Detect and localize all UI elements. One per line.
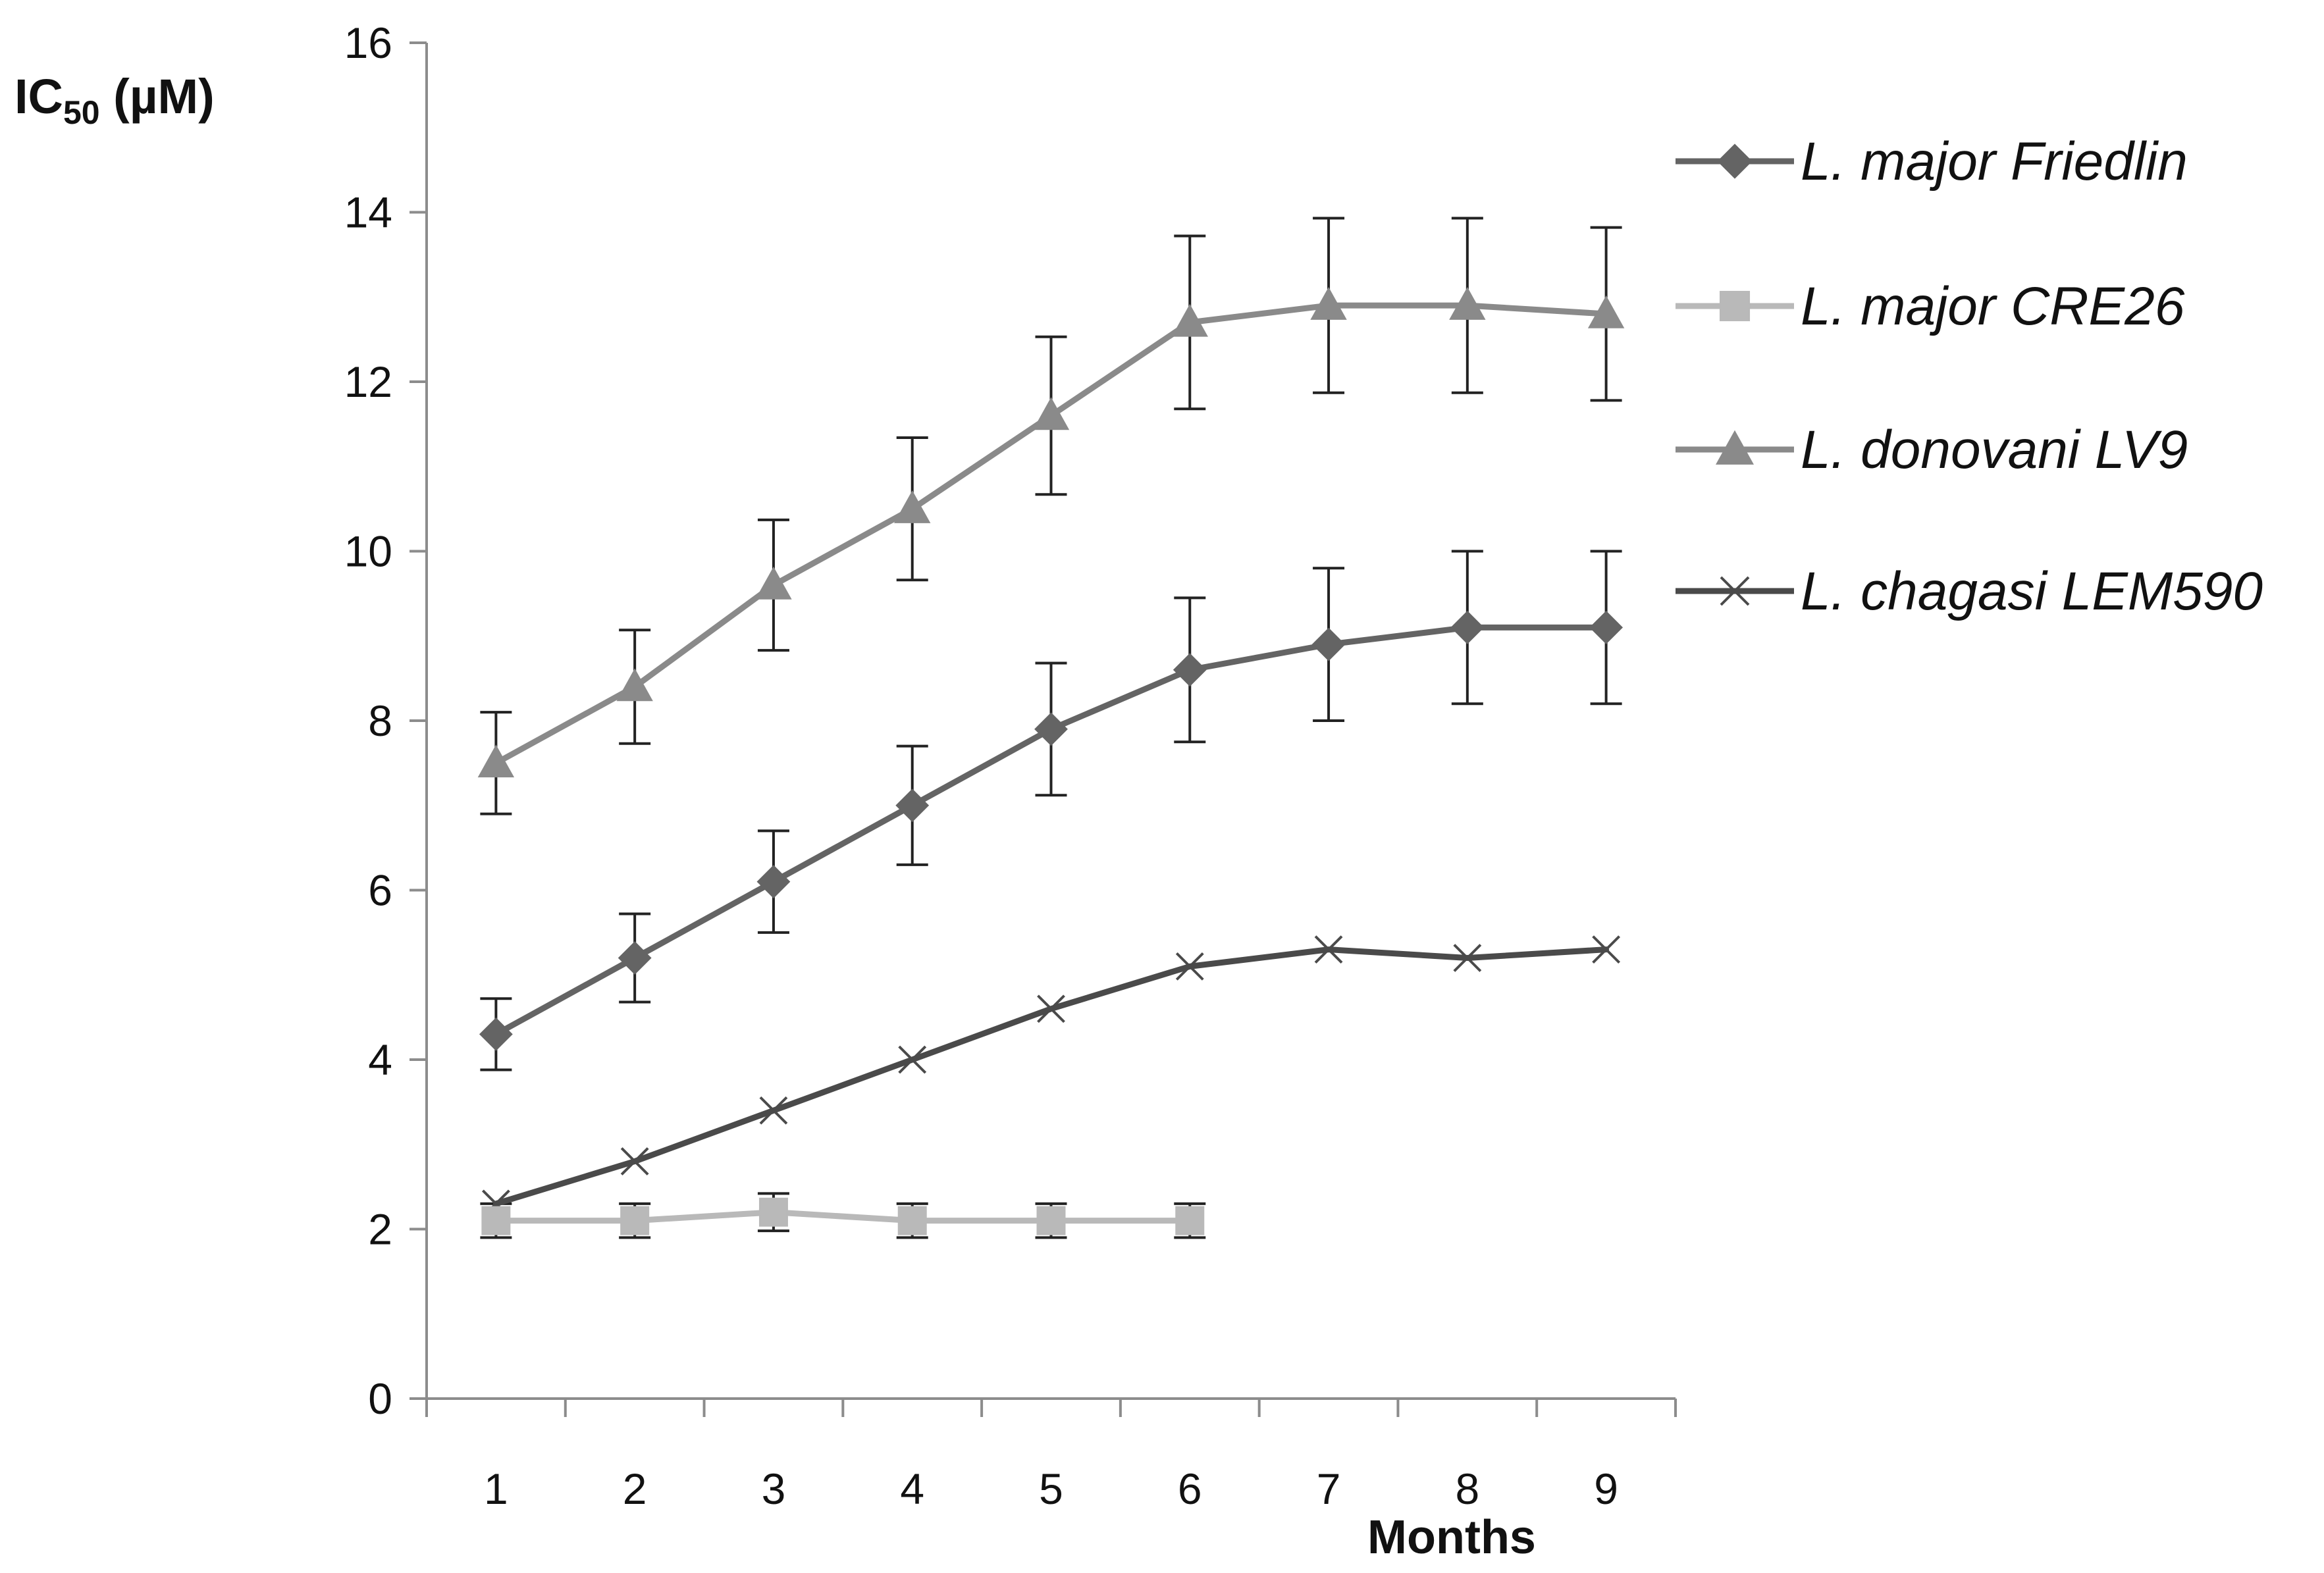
series-x [481,935,1621,1218]
x-marker-stroke [1175,952,1204,981]
legend: L. major Friedlin L. major CRE26 L. donova… [1676,132,2263,621]
triangle-marker [477,744,515,778]
x-marker-stroke [1314,935,1343,964]
x-marker [1453,944,1482,972]
diamond-marker [895,788,930,823]
diamond-marker [1311,627,1346,661]
x-tick-label: 3 [762,1464,786,1513]
y-tick-label: 6 [368,866,392,915]
y-axis-title: IC50 (µM) [14,69,215,131]
x-marker [1314,935,1343,964]
diamond-marker [618,941,652,975]
square-marker [758,1197,788,1227]
triangle-marker [1587,295,1625,328]
triangle-marker [1716,430,1754,465]
square-marker [620,1206,650,1235]
x-marker-stroke [759,1096,788,1125]
x-marker [1037,994,1065,1023]
square-marker [1036,1206,1066,1235]
y-axis-title-main: IC [14,69,63,124]
x-tick-label: 5 [1039,1464,1063,1513]
series-square [481,1197,1205,1235]
x-tick-label: 9 [1594,1464,1618,1513]
triangle-marker [894,490,931,523]
diamond-marker [1589,610,1624,644]
legend-entry: L. chagasi LEM590 [1676,561,2263,621]
triangle-marker [616,668,653,702]
x-marker [1592,935,1621,964]
diamond-marker [1034,712,1068,746]
x-marker [1720,576,1750,606]
x-tick-label: 2 [623,1464,647,1513]
svg-text:IC50 (µM): IC50 (µM) [14,69,215,131]
triangle-marker [1449,287,1486,320]
x-marker [759,1096,788,1125]
x-marker-stroke [898,1045,927,1074]
triangle-marker [1310,287,1347,320]
y-axis-title-unit: (µM) [100,69,215,124]
legend-label: L. chagasi LEM590 [1801,561,2263,621]
x-axis-title: Months [1367,1511,1536,1564]
square-marker [1175,1206,1205,1235]
legend-entry: L. major CRE26 [1676,276,2185,336]
square-marker [897,1206,927,1235]
legend-entry: L. major Friedlin [1676,132,2188,192]
legend-label: L. donovani LV9 [1801,420,2188,480]
x-tick-label: 8 [1455,1464,1479,1513]
series-line [492,946,1610,1207]
x-tick-label: 1 [484,1464,508,1513]
legend-label: L. major Friedlin [1801,132,2188,192]
x-marker [1175,952,1204,981]
x-tick-label: 4 [900,1464,924,1513]
triangle-marker [755,566,792,600]
y-tick-label: 0 [368,1374,392,1423]
x-marker-stroke [1592,935,1621,964]
x-marker-stroke [620,1147,649,1175]
series-group [477,287,1625,1235]
x-marker-stroke [1037,994,1065,1023]
x-marker [898,1045,927,1074]
y-axis-title-sub: 50 [63,94,100,131]
diamond-marker [756,865,791,899]
diamond-marker [1450,610,1485,644]
legend-label: L. major CRE26 [1801,276,2185,336]
y-tick-label: 8 [368,696,392,745]
square-marker [1719,290,1751,322]
y-tick-label: 2 [368,1205,392,1254]
square-marker [481,1206,511,1235]
triangle-marker [1032,397,1070,430]
y-tick-label: 10 [344,527,392,576]
series-diamond [479,610,1624,1051]
legend-entry: L. donovani LV9 [1676,420,2188,480]
y-tick-label: 4 [368,1035,392,1084]
y-tick-label: 12 [344,357,392,406]
x-marker-stroke [1453,944,1482,972]
x-tick-label: 6 [1178,1464,1202,1513]
series-triangle [477,287,1625,778]
diamond-marker [1173,653,1207,687]
x-tick-label: 7 [1317,1464,1341,1513]
x-marker-stroke [1720,576,1750,606]
triangle-marker [1171,303,1208,337]
diamond-marker [479,1017,513,1051]
y-tick-label: 16 [344,18,392,67]
y-tick-label: 14 [344,188,392,237]
diamond-marker [1717,143,1753,179]
x-marker [620,1147,649,1175]
series-line [492,1209,1193,1224]
